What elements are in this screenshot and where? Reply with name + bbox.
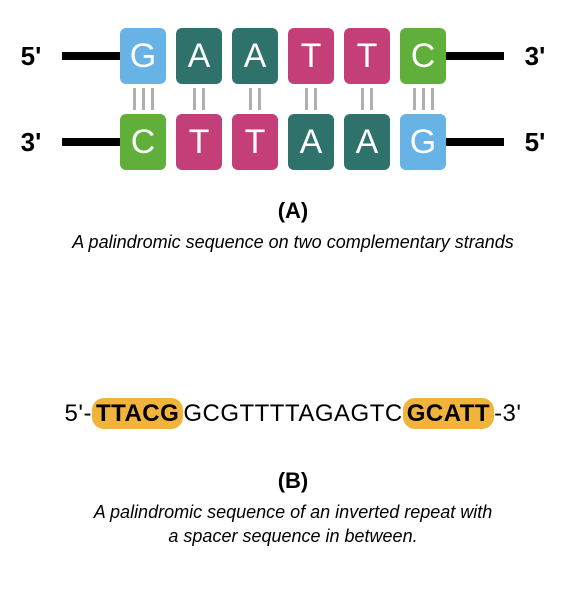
hydrogen-bond — [361, 88, 364, 110]
panel-b-caption-line1: A palindromic sequence of an inverted re… — [0, 500, 586, 524]
seq-highlight-right: GCATT — [403, 398, 494, 429]
top-strand-row: 5' GAATTC 3' — [0, 28, 586, 84]
panel-a-label: (A) — [0, 198, 586, 224]
hydrogen-bond — [133, 88, 136, 110]
hydrogen-bond — [431, 88, 434, 110]
base-G: G — [120, 28, 166, 84]
bottom-bases: CTTAAG — [120, 114, 446, 170]
strand-segment — [62, 138, 120, 146]
hydrogen-bond — [305, 88, 308, 110]
bond-group — [176, 88, 222, 110]
seq-highlight-left: TTACG — [92, 398, 183, 429]
panel-a-caption-block: (A) A palindromic sequence on two comple… — [0, 198, 586, 254]
hydrogen-bond — [249, 88, 252, 110]
base-A: A — [288, 114, 334, 170]
base-G: G — [400, 114, 446, 170]
bond-group — [232, 88, 278, 110]
seq-suffix: -3' — [494, 400, 521, 427]
hydrogen-bond — [413, 88, 416, 110]
hydrogen-bond — [422, 88, 425, 110]
hydrogen-bond — [314, 88, 317, 110]
panel-b-caption-block: (B) A palindromic sequence of an inverte… — [0, 468, 586, 549]
bottom-right-end-label: 5' — [504, 127, 566, 158]
panel-a: 5' GAATTC 3' 3' CTTAAG 5' (A) A palindro… — [0, 28, 586, 254]
panel-b: 5'-TTACGGCGTTTTAGAGTCGCATT-3' (B) A pali… — [0, 400, 586, 549]
strand-segment — [446, 138, 504, 146]
top-bases: GAATTC — [120, 28, 446, 84]
hydrogen-bond — [151, 88, 154, 110]
top-right-end-label: 3' — [504, 41, 566, 72]
hydrogen-bond-row — [120, 88, 586, 110]
base-T: T — [176, 114, 222, 170]
strand-segment — [62, 52, 120, 60]
seq-middle: GCGTTTTAGAGTC — [183, 400, 402, 427]
base-T: T — [288, 28, 334, 84]
bottom-left-end-label: 3' — [0, 127, 62, 158]
base-A: A — [344, 114, 390, 170]
base-C: C — [400, 28, 446, 84]
panel-a-caption: A palindromic sequence on two complement… — [0, 230, 586, 254]
base-A: A — [232, 28, 278, 84]
base-T: T — [232, 114, 278, 170]
hydrogen-bond — [370, 88, 373, 110]
base-A: A — [176, 28, 222, 84]
hydrogen-bond — [193, 88, 196, 110]
strand-segment — [446, 52, 504, 60]
base-C: C — [120, 114, 166, 170]
bottom-strand-row: 3' CTTAAG 5' — [0, 114, 586, 170]
base-T: T — [344, 28, 390, 84]
panel-b-caption-line2: a spacer sequence in between. — [0, 524, 586, 548]
bond-group — [344, 88, 390, 110]
panel-b-label: (B) — [0, 468, 586, 494]
seq-prefix: 5'- — [65, 400, 92, 427]
bond-group — [400, 88, 446, 110]
hydrogen-bond — [142, 88, 145, 110]
hydrogen-bond — [258, 88, 261, 110]
bond-group — [120, 88, 166, 110]
sequence-line: 5'-TTACGGCGTTTTAGAGTCGCATT-3' — [65, 400, 522, 428]
hydrogen-bond — [202, 88, 205, 110]
top-left-end-label: 5' — [0, 41, 62, 72]
bond-group — [288, 88, 334, 110]
